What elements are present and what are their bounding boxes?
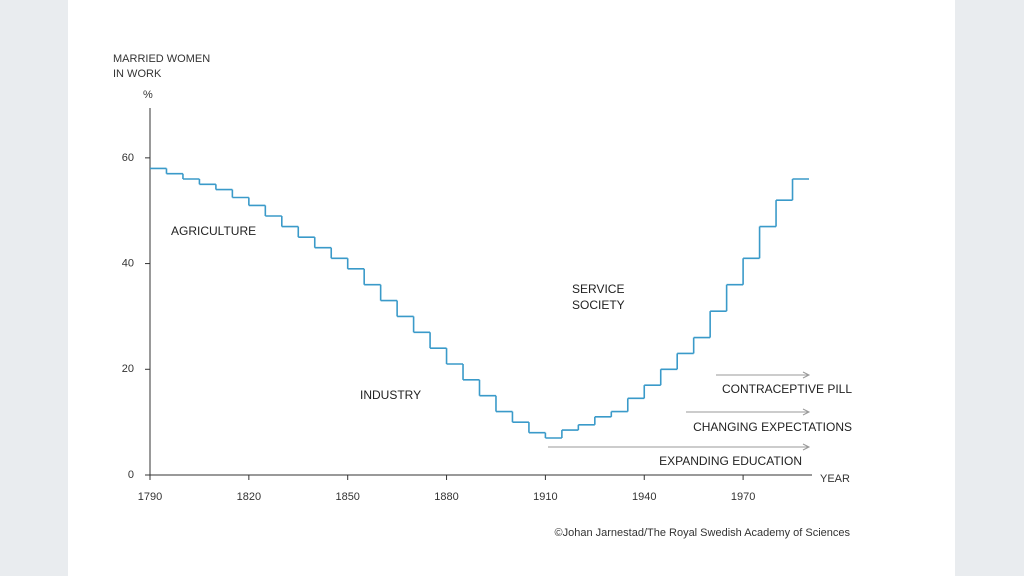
x-axis-label: YEAR bbox=[820, 473, 850, 485]
y-unit: % bbox=[143, 89, 153, 101]
x-tick-label: 1970 bbox=[731, 491, 755, 503]
x-tick-label: 1790 bbox=[138, 491, 162, 503]
annotation: CONTRACEPTIVE PILL bbox=[722, 382, 852, 396]
annotation: EXPANDING EDUCATION bbox=[659, 454, 802, 468]
y-tick-label: 60 bbox=[122, 152, 134, 164]
x-tick-label: 1820 bbox=[237, 491, 261, 503]
x-tick-label: 1880 bbox=[434, 491, 458, 503]
arrow-head bbox=[802, 408, 811, 416]
credit: ©Johan Jarnestad/The Royal Swedish Acade… bbox=[555, 527, 851, 539]
arrow-head bbox=[802, 371, 811, 379]
annotation: AGRICULTURE bbox=[171, 224, 256, 238]
annotation: INDUSTRY bbox=[360, 388, 421, 402]
annotation: CHANGING EXPECTATIONS bbox=[693, 420, 852, 434]
arrow-head bbox=[802, 443, 811, 451]
y-axis-label: MARRIED WOMEN bbox=[113, 53, 210, 65]
y-axis-label: IN WORK bbox=[113, 68, 162, 80]
x-tick-label: 1940 bbox=[632, 491, 656, 503]
y-tick-label: 20 bbox=[122, 363, 134, 375]
panel bbox=[68, 0, 955, 576]
x-tick-label: 1910 bbox=[533, 491, 557, 503]
annotation: SOCIETY bbox=[572, 298, 625, 312]
y-tick-label: 40 bbox=[122, 257, 134, 269]
annotation: SERVICE bbox=[572, 282, 624, 296]
x-tick-label: 1850 bbox=[335, 491, 359, 503]
y-tick-label: 0 bbox=[128, 469, 134, 481]
